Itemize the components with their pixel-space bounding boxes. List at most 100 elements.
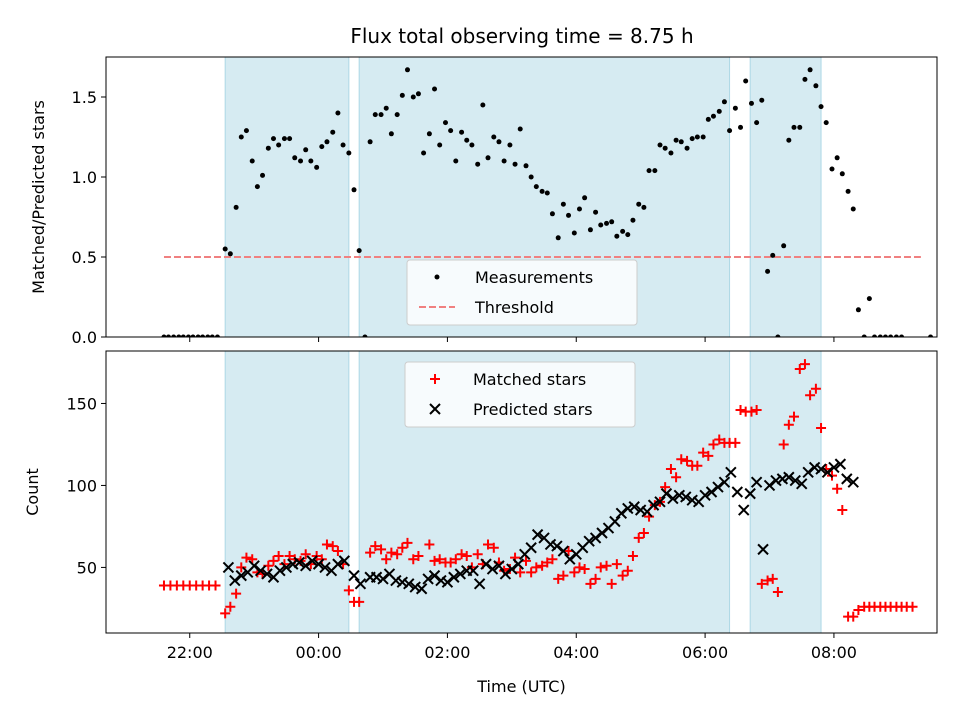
data-point bbox=[404, 67, 410, 73]
data-point bbox=[673, 137, 679, 143]
data-point bbox=[356, 248, 362, 254]
data-point bbox=[928, 334, 934, 337]
data-point bbox=[877, 334, 883, 337]
data-point bbox=[657, 142, 663, 148]
data-point bbox=[569, 567, 580, 578]
data-point bbox=[486, 563, 499, 575]
data-point bbox=[376, 544, 387, 555]
data-point bbox=[558, 570, 569, 581]
data-point bbox=[571, 230, 577, 236]
data-point bbox=[762, 575, 773, 586]
data-point bbox=[229, 574, 241, 587]
data-point bbox=[454, 568, 467, 580]
data-point bbox=[699, 489, 711, 501]
legend-label: Threshold bbox=[474, 298, 554, 317]
data-point bbox=[662, 145, 668, 151]
data-point bbox=[249, 158, 255, 164]
data-point bbox=[636, 201, 642, 207]
data-point bbox=[432, 86, 438, 92]
data-point bbox=[378, 112, 384, 118]
data-point bbox=[564, 553, 576, 565]
data-point bbox=[222, 561, 235, 574]
data-point bbox=[781, 243, 787, 249]
data-point bbox=[848, 611, 859, 622]
data-point bbox=[841, 473, 853, 485]
data-point bbox=[512, 558, 524, 570]
data-point bbox=[450, 554, 461, 565]
data-point bbox=[472, 549, 483, 560]
data-point bbox=[512, 161, 518, 167]
data-point bbox=[583, 535, 595, 547]
data-point bbox=[531, 562, 542, 573]
data-point bbox=[845, 188, 851, 194]
data-point bbox=[403, 578, 415, 590]
data-point bbox=[459, 129, 465, 135]
data-point bbox=[748, 100, 754, 106]
data-point bbox=[828, 461, 840, 474]
data-point bbox=[818, 104, 824, 110]
data-point bbox=[850, 206, 856, 212]
data-point bbox=[765, 268, 771, 274]
data-point bbox=[712, 481, 724, 493]
data-point bbox=[660, 482, 671, 493]
data-point bbox=[598, 222, 604, 228]
data-point bbox=[641, 204, 647, 210]
data-point bbox=[381, 554, 392, 565]
data-point bbox=[721, 99, 727, 105]
data-point bbox=[797, 124, 803, 130]
data-point bbox=[276, 142, 282, 148]
data-point bbox=[265, 145, 271, 151]
data-point bbox=[254, 564, 267, 577]
data-point bbox=[421, 150, 427, 156]
data-point bbox=[314, 164, 320, 170]
data-point bbox=[319, 144, 325, 150]
data-point bbox=[698, 447, 709, 458]
data-point bbox=[348, 569, 360, 582]
legend-box bbox=[406, 259, 638, 326]
data-point bbox=[609, 219, 615, 225]
data-point bbox=[665, 464, 676, 475]
data-point bbox=[284, 550, 295, 561]
data-point bbox=[557, 545, 570, 557]
data-point bbox=[686, 494, 698, 506]
data-point bbox=[574, 562, 585, 573]
data-point bbox=[195, 334, 201, 337]
data-point bbox=[692, 460, 703, 471]
data-point bbox=[214, 334, 220, 337]
x-tick-label: 04:00 bbox=[553, 643, 599, 662]
data-point bbox=[714, 434, 725, 445]
y-tick-label: 0.5 bbox=[72, 248, 97, 267]
data-point bbox=[671, 472, 682, 483]
data-point bbox=[855, 307, 861, 313]
data-point bbox=[783, 471, 795, 483]
data-point bbox=[757, 543, 769, 556]
data-point bbox=[410, 94, 416, 100]
data-point bbox=[735, 405, 746, 416]
data-point bbox=[299, 560, 312, 572]
data-point bbox=[579, 564, 590, 575]
data-point bbox=[523, 163, 529, 169]
legend-box bbox=[404, 361, 636, 428]
data-point bbox=[783, 419, 794, 430]
x-tick-label: 02:00 bbox=[424, 643, 470, 662]
data-point bbox=[834, 458, 847, 470]
data-point bbox=[292, 155, 298, 161]
data-point bbox=[298, 158, 304, 164]
data-point bbox=[273, 550, 284, 561]
data-point bbox=[434, 554, 445, 565]
data-point bbox=[225, 601, 236, 612]
data-point bbox=[227, 251, 233, 257]
data-point bbox=[633, 532, 644, 543]
data-point bbox=[708, 439, 719, 450]
data-point bbox=[731, 486, 744, 498]
legend-label: Predicted stars bbox=[473, 400, 593, 419]
data-point bbox=[544, 538, 557, 551]
data-point bbox=[480, 102, 486, 108]
observing-window-2 bbox=[749, 57, 822, 337]
data-point bbox=[429, 555, 440, 566]
data-point bbox=[293, 556, 305, 569]
data-point bbox=[332, 546, 343, 557]
data-point bbox=[604, 220, 610, 226]
data-point bbox=[399, 92, 405, 98]
